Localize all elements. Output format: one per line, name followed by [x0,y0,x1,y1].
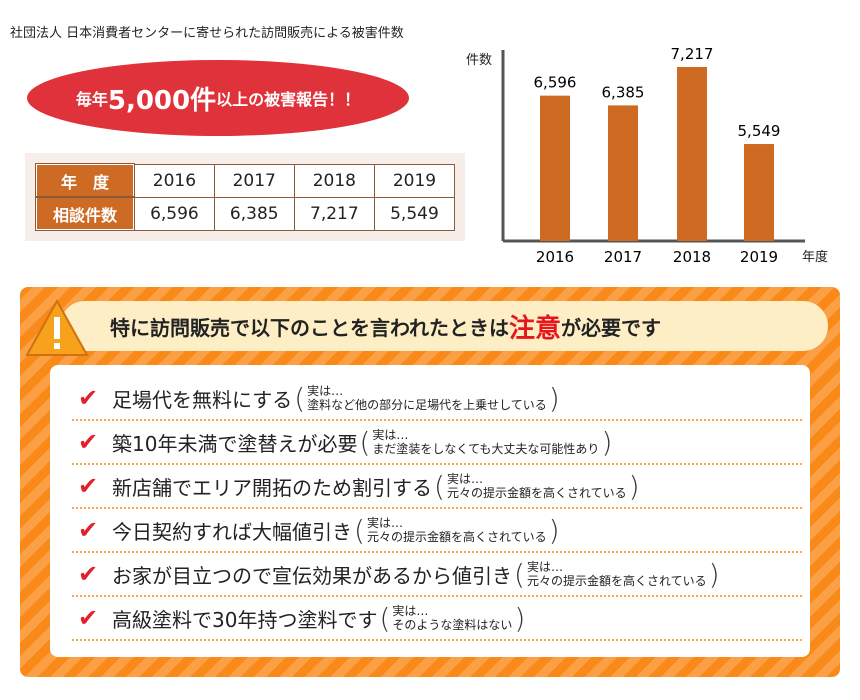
close-paren: ) [601,425,613,459]
checkmark-icon: ✔ [78,516,99,544]
stats-table-panel: 年 度 2016 2017 2018 2019 相談件数 6,596 6,385 7,217 5… [25,153,465,241]
x-tick-label: 2018 [673,248,711,266]
claim-note: 実は… そのような塗料はない [392,604,512,632]
close-paren: ) [548,513,560,547]
x-axis-label: 年度 [802,249,828,265]
table-row-years: 年 度 2016 2017 2018 2019 [34,163,456,198]
note-detail: まだ塗装をしなくても大丈夫な可能性あり [372,442,600,456]
open-paren: ( [379,601,391,635]
note-intro: 実は… [366,516,403,530]
note-detail: 元々の提示金額を高くされている [366,530,547,544]
claim-note: 実は… 元々の提示金額を高くされている [447,472,627,500]
open-paren: ( [294,381,306,415]
warning-banner: 特に訪問販売で以下のことを言われたときは 注意 が必要です [60,301,828,351]
row-header: 相談件数 [34,196,136,231]
table-row-counts: 相談件数 6,596 6,385 7,217 5,549 [34,196,456,231]
note-intro: 実は… [372,428,409,442]
checkmark-icon: ✔ [78,604,99,632]
open-paren: ( [359,425,371,459]
checkmark-icon: ✔ [78,428,99,456]
note-intro: 実は… [446,472,483,486]
claim-text: 新店舗でエリア開拓のため割引する [112,475,432,500]
claim-item: ✔ お家が目立つので宣伝効果があるから値引き(実は… 元々の提示金額を高くされている… [72,553,802,597]
bar-2019 [744,144,774,241]
claim-item: ✔ 新店舗でエリア開拓のため割引する(実は… 元々の提示金額を高くされている) [72,465,802,509]
warning-emphasis: 注意 [509,313,562,344]
close-paren: ) [628,469,640,503]
year-cell: 2018 [293,163,375,198]
claim-note: 実は… まだ塗装をしなくても大丈夫な可能性あり [372,428,599,456]
row-header: 年 度 [34,163,136,198]
warning-icon [25,298,89,356]
note-detail: そのような塗料はない [392,618,513,632]
checkmark-icon: ✔ [78,472,99,500]
bar-chart: 件数 年度 6,596 2016 6,385 2017 7,217 2018 5,549 20… [466,45,828,266]
claim-note: 実は… 元々の提示金額を高くされている [527,560,707,588]
callout-badge: 毎年 5,000件 以上の被害報告！！ [27,60,409,136]
warning-panel: 特に訪問販売で以下のことを言われたときは 注意 が必要です ✔ 足場代を無料にする(実… [20,287,840,677]
bar-2017 [608,105,638,241]
claim-note: 実は… 塗料など他の部分に足場代を上乗せしている [307,384,547,412]
open-paren: ( [434,469,445,503]
data-label: 6,385 [602,83,645,101]
note-intro: 実は… [307,384,344,398]
warning-text: 特に訪問販売で以下のことを言われたときは [110,315,509,340]
note-detail: 塗料など他の部分に足場代を上乗せしている [307,398,547,412]
count-cell: 6,596 [133,196,215,231]
bar-2016 [540,95,570,241]
page-title: 社団法人 日本消費者センターに寄せられた訪問販売による被害件数 [10,26,404,41]
bar-2018 [677,66,707,241]
claim-text: 今日契約すれば大幅値引き [112,519,352,544]
stats-table: 年 度 2016 2017 2018 2019 相談件数 6,596 6,385 7,217 5… [34,163,456,231]
note-detail: 元々の提示金額を高くされている [446,486,627,500]
claims-list: ✔ 足場代を無料にする(実は… 塗料など他の部分に足場代を上乗せしている) ✔ 築10年… [50,365,810,657]
year-cell: 2017 [213,163,295,198]
open-paren: ( [514,557,525,591]
claim-text: 築10年未満で塗替えが必要 [112,431,358,456]
claim-item: ✔ 足場代を無料にする(実は… 塗料など他の部分に足場代を上乗せしている) [72,377,802,421]
data-label: 6,596 [534,74,577,92]
year-cell: 2016 [133,163,215,198]
claim-text: お家が目立つので宣伝効果があるから値引き [112,563,512,588]
data-label: 7,217 [671,45,714,63]
count-cell: 6,385 [213,196,295,231]
callout-number: 5,000件 [107,85,217,116]
count-cell: 7,217 [293,196,375,231]
claim-item: ✔ 高級塗料で30年持つ塗料です(実は… そのような塗料はない) [72,597,802,641]
data-label: 5,549 [738,122,781,140]
warning-text-end: が必要です [561,315,662,340]
count-cell: 5,549 [373,196,456,231]
note-intro: 実は… [392,604,429,618]
close-paren: ) [548,381,560,415]
callout-pre: 毎年 [75,90,108,109]
checkmark-icon: ✔ [78,560,99,588]
callout-post: 以上の被害報告！！ [216,90,361,109]
claim-text: 足場代を無料にする [112,387,293,412]
claim-note: 実は… 元々の提示金額を高くされている [367,516,547,544]
x-tick-label: 2019 [740,248,778,266]
checkmark-icon: ✔ [78,384,99,412]
year-cell: 2019 [373,163,456,198]
claim-text: 高級塗料で30年持つ塗料です [112,607,378,632]
note-detail: 元々の提示金額を高くされている [526,574,707,588]
x-tick-label: 2016 [536,248,574,266]
y-axis-label: 件数 [466,53,492,68]
claim-item: ✔ 築10年未満で塗替えが必要(実は… まだ塗装をしなくても大丈夫な可能性あり) [72,421,802,465]
open-paren: ( [354,513,365,547]
close-paren: ) [708,557,720,591]
close-paren: ) [514,601,526,635]
claim-item: ✔ 今日契約すれば大幅値引き(実は… 元々の提示金額を高くされている) [72,509,802,553]
x-tick-label: 2017 [604,248,642,266]
note-intro: 実は… [526,560,563,574]
